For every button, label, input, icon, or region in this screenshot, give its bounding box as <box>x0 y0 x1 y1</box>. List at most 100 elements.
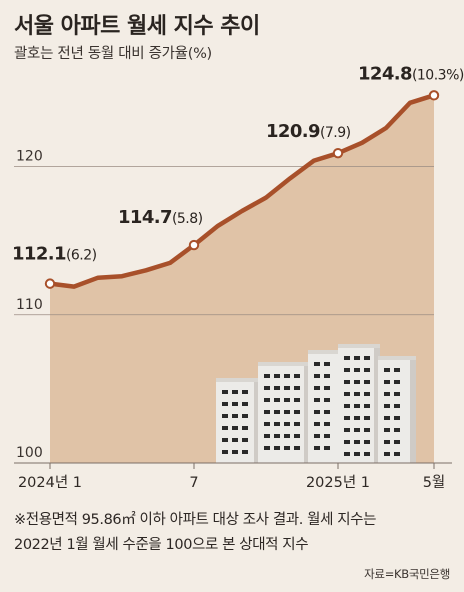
window <box>344 356 350 360</box>
window <box>314 362 320 366</box>
y-tick-label-100: 100 <box>16 445 43 461</box>
data-label: 114.7(5.8) <box>118 207 203 228</box>
window <box>354 416 360 420</box>
window <box>264 422 270 426</box>
data-label-value: 120.9 <box>266 121 320 142</box>
series-line <box>47 93 437 289</box>
building-roof-5 <box>378 356 416 360</box>
x-tick-label: 2024년 1 <box>18 474 82 491</box>
window <box>384 380 390 384</box>
window <box>364 368 370 372</box>
data-label-change: (6.2) <box>66 248 97 264</box>
window <box>264 446 270 450</box>
window <box>242 438 248 442</box>
window <box>232 414 238 418</box>
window <box>284 398 290 402</box>
data-label-value: 114.7 <box>118 207 172 228</box>
window <box>394 428 400 432</box>
window <box>242 426 248 430</box>
window <box>232 426 238 430</box>
window <box>344 392 350 396</box>
data-label-change: (10.3%) <box>412 67 464 83</box>
window <box>274 434 280 438</box>
window <box>324 398 330 402</box>
building-shadow-5 <box>410 356 416 463</box>
window <box>222 426 228 430</box>
window <box>294 446 300 450</box>
window <box>314 422 320 426</box>
window <box>264 386 270 390</box>
data-label: 112.1(6.2) <box>12 244 97 265</box>
building-roof-4 <box>338 344 380 348</box>
x-tick-label: 2025년 1 <box>306 474 370 491</box>
window <box>222 450 228 454</box>
window <box>242 390 248 394</box>
y-tick-label-120: 120 <box>16 149 43 165</box>
window <box>222 390 228 394</box>
building-5 <box>378 356 416 463</box>
window <box>324 386 330 390</box>
window <box>284 374 290 378</box>
window <box>314 410 320 414</box>
window <box>344 440 350 444</box>
building-roof-1 <box>216 378 260 382</box>
window <box>394 404 400 408</box>
window <box>264 374 270 378</box>
window <box>344 368 350 372</box>
window <box>324 446 330 450</box>
window <box>274 398 280 402</box>
building-shadow-2 <box>304 362 310 463</box>
window <box>324 374 330 378</box>
window <box>284 446 290 450</box>
data-label: 120.9(7.9) <box>266 121 351 142</box>
window <box>394 452 400 456</box>
x-tick-label: 7 <box>189 475 198 491</box>
data-label-value: 112.1 <box>12 244 66 265</box>
window <box>344 416 350 420</box>
window <box>394 416 400 420</box>
window <box>314 374 320 378</box>
window <box>242 414 248 418</box>
window <box>394 380 400 384</box>
window <box>344 428 350 432</box>
window <box>364 380 370 384</box>
data-point-marker <box>188 239 200 251</box>
window <box>232 390 238 394</box>
footnote: ※전용면적 95.86㎡ 이하 아파트 대상 조사 결과. 월세 지수는 202… <box>14 508 376 558</box>
window <box>314 398 320 402</box>
window <box>274 410 280 414</box>
window <box>294 434 300 438</box>
window <box>364 452 370 456</box>
window <box>364 440 370 444</box>
window <box>284 386 290 390</box>
window <box>222 402 228 406</box>
window <box>354 392 360 396</box>
data-point-marker <box>332 147 344 159</box>
window <box>384 392 390 396</box>
window <box>354 368 360 372</box>
window <box>232 402 238 406</box>
window <box>354 452 360 456</box>
window <box>354 404 360 408</box>
window <box>222 414 228 418</box>
window <box>394 392 400 396</box>
window <box>294 386 300 390</box>
window <box>384 440 390 444</box>
x-tick-label: 5월 <box>423 474 446 491</box>
building-roof-2 <box>258 362 310 366</box>
window <box>364 404 370 408</box>
window <box>354 380 360 384</box>
building-4 <box>338 344 380 463</box>
window <box>294 410 300 414</box>
data-label-change: (7.9) <box>320 125 351 141</box>
data-point-marker <box>428 90 440 101</box>
window <box>344 404 350 408</box>
window <box>232 450 238 454</box>
building-shadow-4 <box>374 344 380 463</box>
rent-index-chart: 100 110 120 2024년 1 7 2025년 1 5월 112.1(6.2) 114.… <box>12 63 464 491</box>
window <box>324 410 330 414</box>
window <box>364 356 370 360</box>
window <box>324 422 330 426</box>
window <box>394 440 400 444</box>
window <box>264 434 270 438</box>
